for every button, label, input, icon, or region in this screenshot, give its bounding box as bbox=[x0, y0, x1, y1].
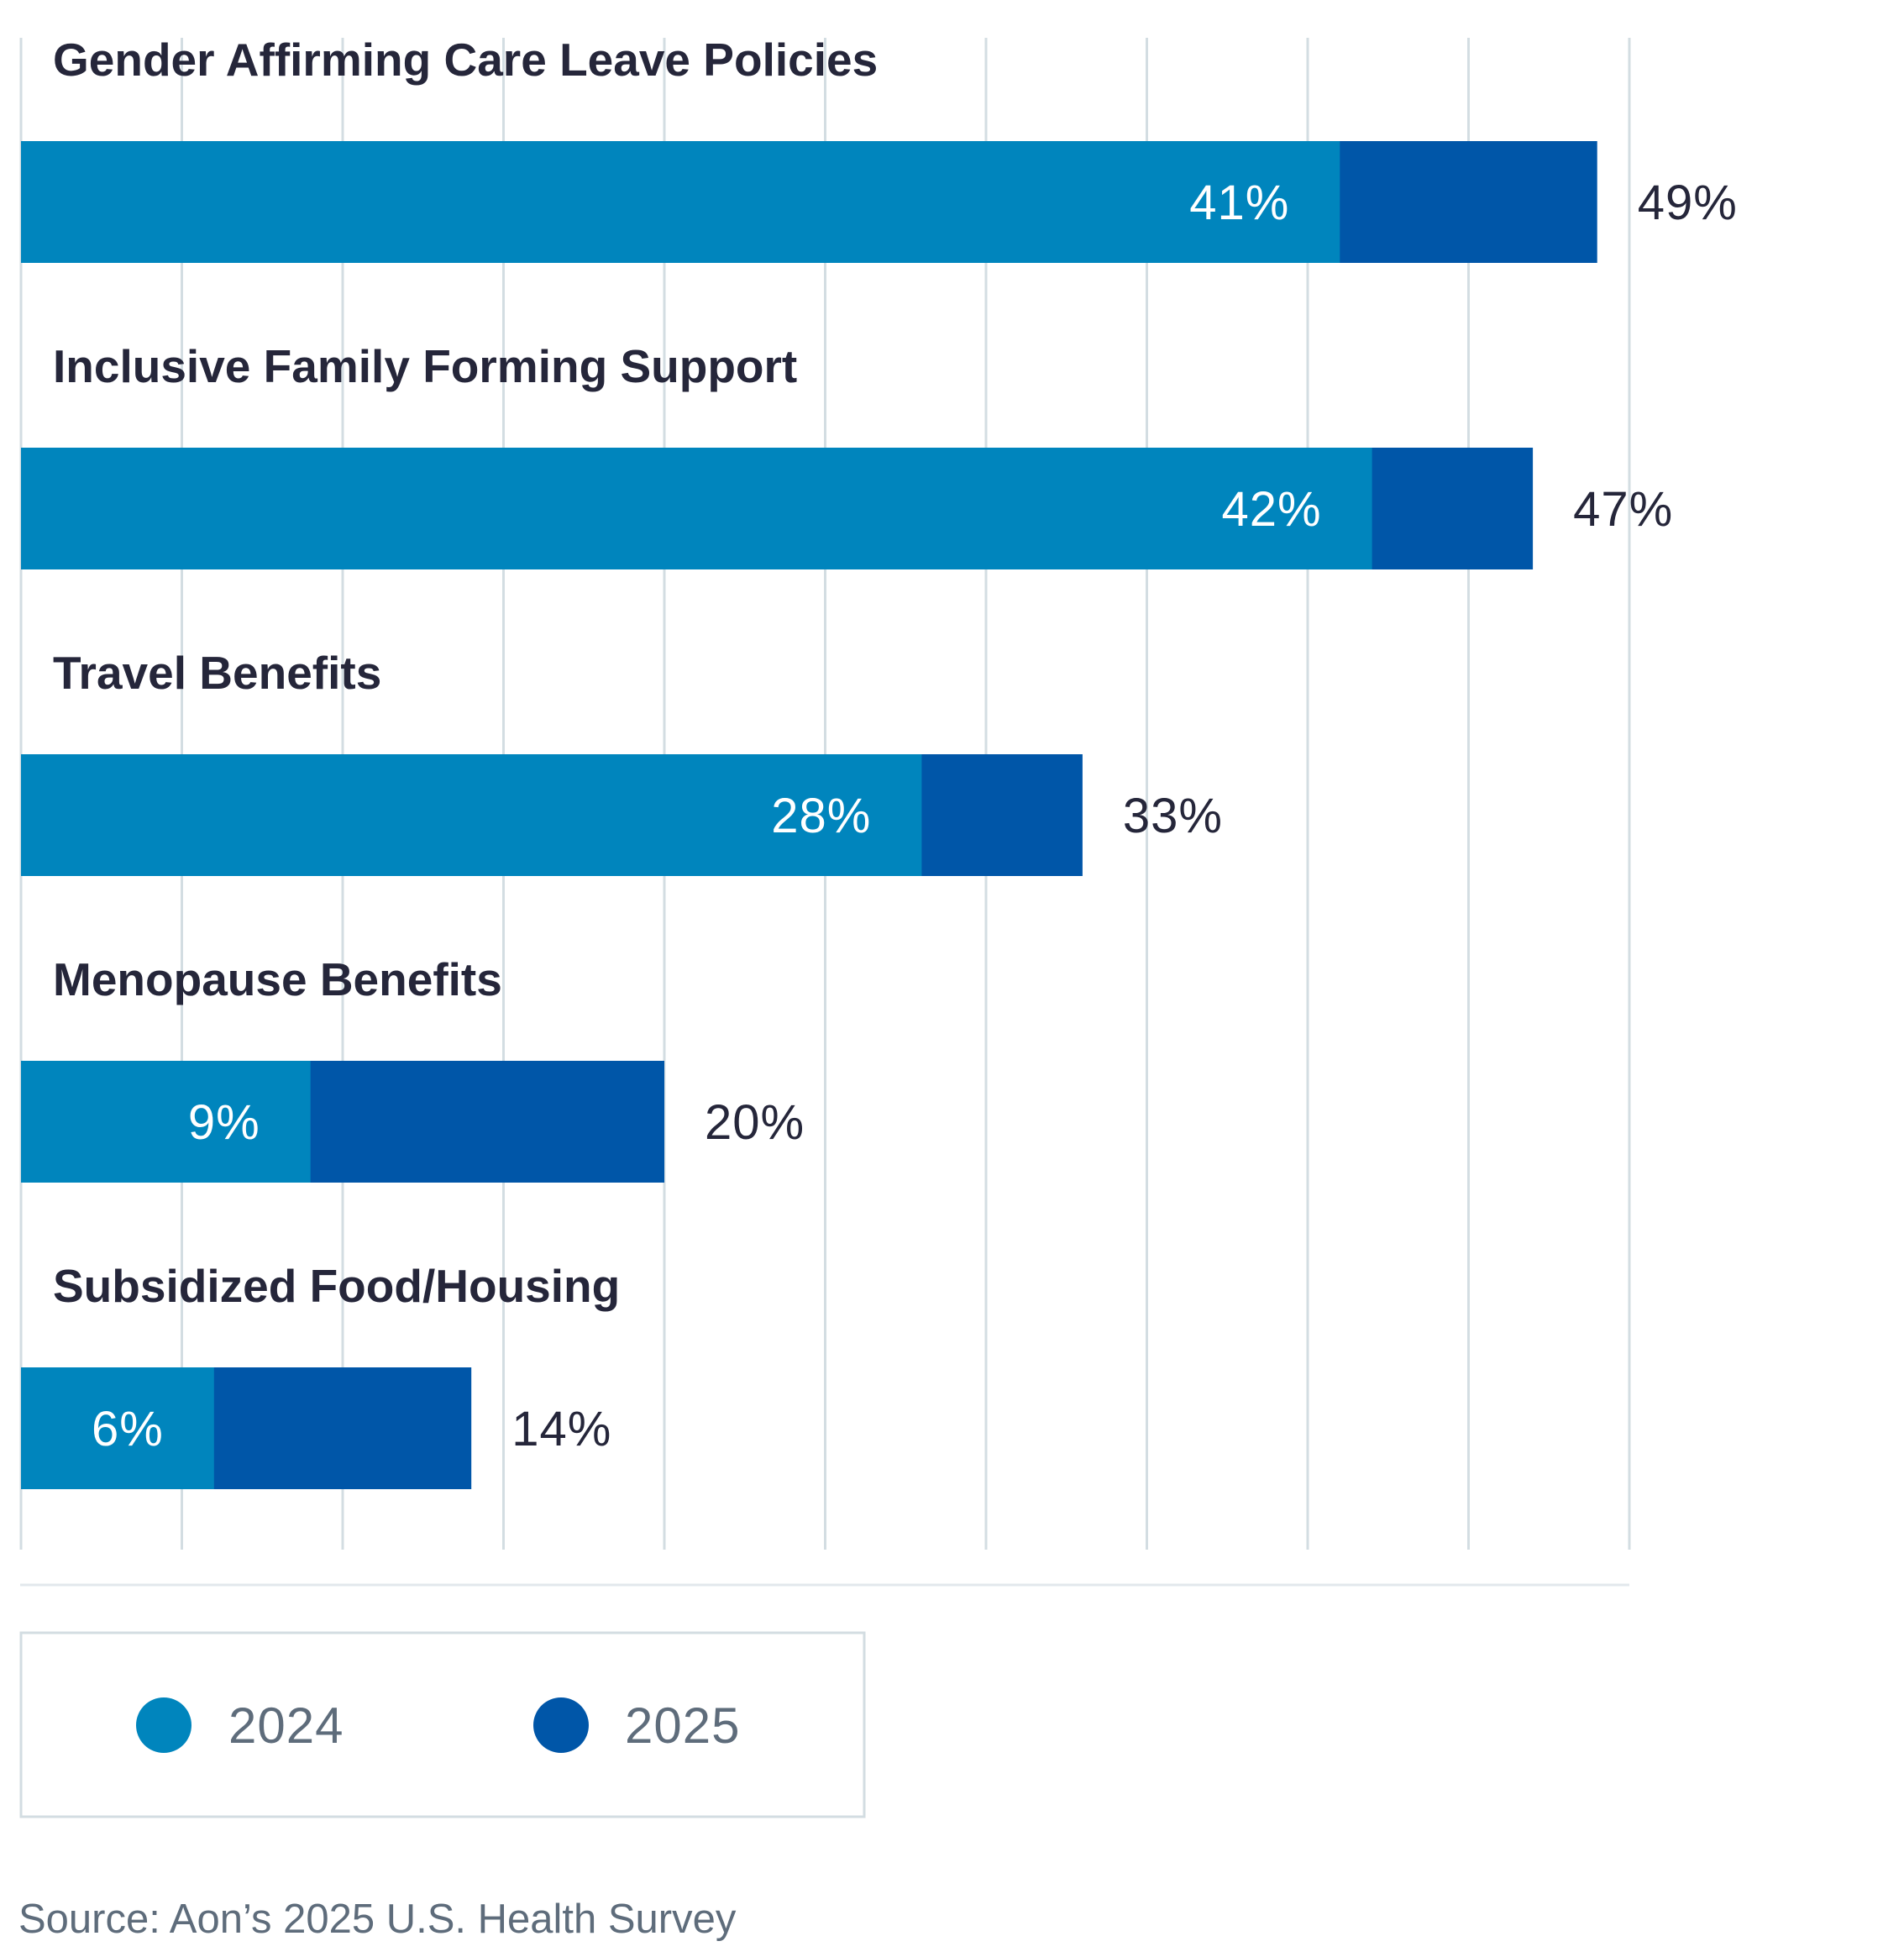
category-label: Travel Benefits bbox=[53, 647, 381, 699]
labels: Gender Affirming Care Leave Policies 41% 4… bbox=[53, 34, 1738, 1456]
value-label-2025: 33% bbox=[1123, 789, 1223, 843]
bar-2024 bbox=[21, 141, 1340, 263]
legend-label-2024: 2024 bbox=[228, 1697, 344, 1754]
value-label-2024: 9% bbox=[188, 1095, 260, 1150]
category-label: Subsidized Food/Housing bbox=[53, 1260, 620, 1312]
value-label-2025: 47% bbox=[1573, 482, 1673, 537]
category-label: Gender Affirming Care Leave Policies bbox=[53, 34, 878, 86]
legend: 2024 2025 bbox=[19, 1631, 866, 1818]
value-label-2024: 42% bbox=[1222, 482, 1322, 537]
value-label-2025: 20% bbox=[705, 1095, 805, 1150]
value-label-2024: 6% bbox=[92, 1402, 164, 1456]
legend-label-2025: 2025 bbox=[625, 1697, 740, 1754]
bar-2024 bbox=[21, 448, 1372, 569]
bar-2024 bbox=[21, 1061, 311, 1183]
legend-swatch-2024 bbox=[136, 1697, 191, 1753]
bars bbox=[21, 141, 1597, 1489]
category-label: Menopause Benefits bbox=[53, 953, 502, 1005]
source-note: Source: Aon’s 2025 U.S. Health Survey bbox=[18, 1897, 737, 1942]
value-label-2024: 41% bbox=[1189, 176, 1289, 230]
category-label: Inclusive Family Forming Support bbox=[53, 340, 797, 392]
legend-swatch-2025 bbox=[533, 1697, 589, 1753]
value-label-2024: 28% bbox=[771, 789, 871, 843]
value-label-2025: 14% bbox=[511, 1402, 611, 1456]
bar-2024 bbox=[21, 1367, 214, 1489]
bar-2024 bbox=[21, 754, 922, 876]
value-label-2025: 49% bbox=[1638, 176, 1738, 230]
